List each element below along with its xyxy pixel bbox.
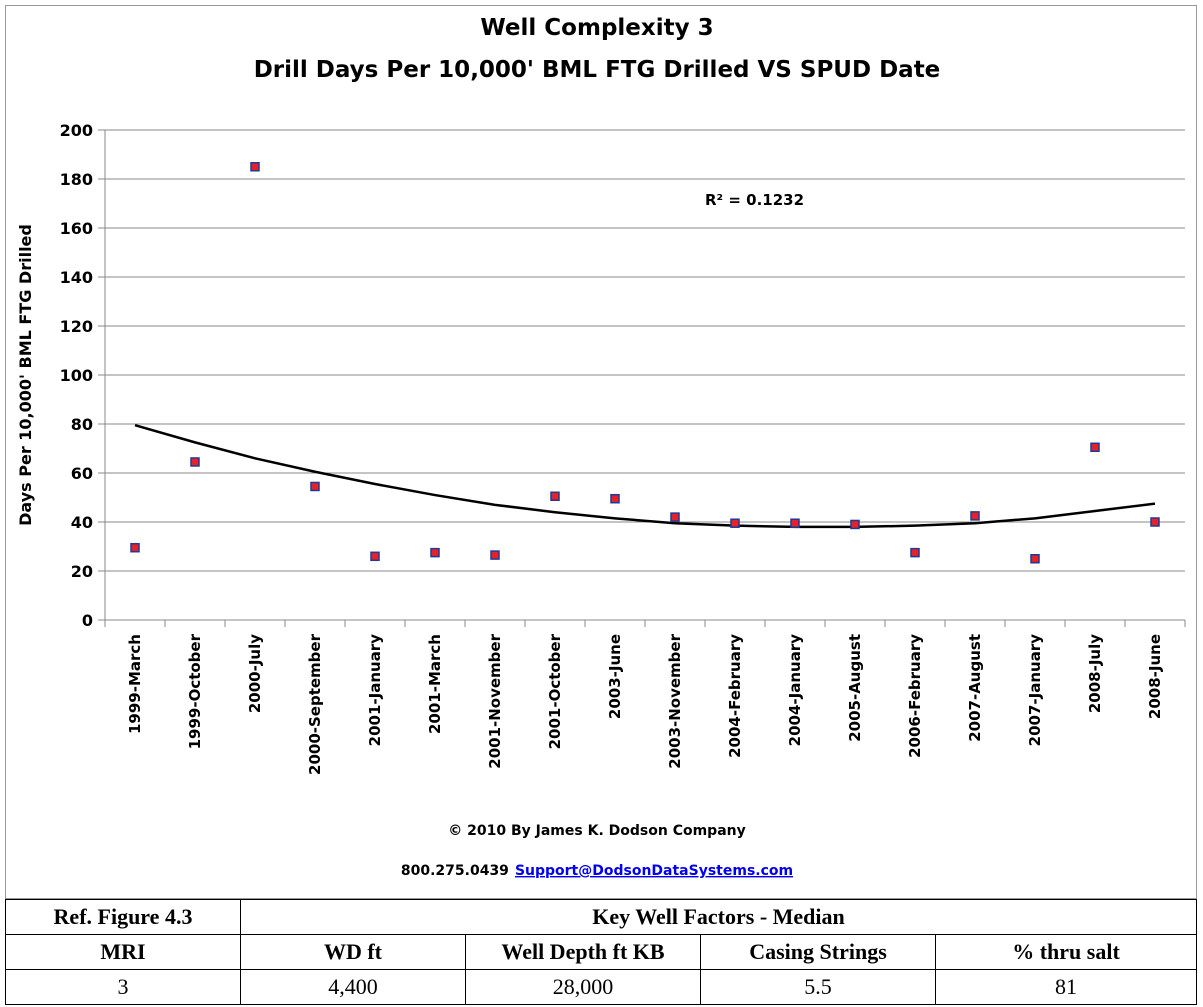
marker [1150,517,1160,527]
y-tick-label: 140 [60,268,93,287]
marker [610,493,620,504]
y-tick-label: 200 [60,121,93,140]
trendline [134,424,1156,529]
y-tick-label: 120 [60,317,93,336]
x-tick-label: 1999-October [186,633,204,749]
marker [550,491,560,502]
header-cell: % thru salt [935,934,1197,970]
y-tick-label: 80 [71,415,93,434]
footer-copyright: © 2010 By James K. Dodson Company [448,823,745,839]
marker [490,550,500,560]
x-tick-label: 2005-August [846,634,864,742]
chart-title: Well Complexity 3 [480,15,713,41]
marker [1030,554,1040,564]
cell: 4,400 [240,969,466,1005]
marker [670,512,680,522]
footer-contact: 800.275.0439 Support@DodsonDataSystems.co… [401,863,793,879]
y-tick-label: 0 [82,611,93,630]
marker [850,519,860,530]
y-tick-label: 60 [71,464,93,483]
header-cell: Well Depth ft KB [465,934,701,970]
email-link[interactable]: Support@DodsonDataSystems.com [515,863,793,879]
chart: Well Complexity 3 Drill Days Per 10,000'… [5,5,1197,899]
cell: 28,000 [465,969,701,1005]
marker [1090,442,1100,453]
x-tick-label: 1999-March [126,634,144,734]
marker [130,542,140,553]
x-tick-label: 2001-November [486,633,504,768]
marker [790,518,800,528]
y-axis-label: Days Per 10,000' BML FTG Drilled [16,224,35,526]
header-cell: Casing Strings [700,934,936,970]
y-tick-label: 20 [71,562,93,581]
cell: 5.5 [700,969,936,1005]
marker [310,481,320,492]
marker [730,518,740,528]
x-tick-label: 2001-January [366,634,384,747]
y-tick-label: 100 [60,366,93,385]
annotation: R² = 0.1232 [705,191,804,209]
header-row: MRI WD ft Well Depth ft KB Casing String… [5,934,1197,970]
header-cell: MRI [5,934,241,970]
y-tick-label: 40 [71,513,93,532]
marker [190,457,200,467]
table-title: Key Well Factors - Median [240,899,1197,935]
chart-subtitle: Drill Days Per 10,000' BML FTG Drilled V… [254,57,941,83]
x-tick-label: 2001-March [426,634,444,734]
y-tick-label: 160 [60,219,93,238]
marker [970,511,980,521]
x-tick-label: 2001-October [546,633,564,749]
ref-cell: Ref. Figure 4.3 [5,899,241,935]
x-tick-label: 2003-November [666,633,684,768]
x-tick-label: 2008-June [1146,634,1164,719]
table-title-row: Ref. Figure 4.3 Key Well Factors - Media… [5,899,1197,935]
x-tick-label: 2004-February [726,634,744,758]
x-tick-label: 2000-July [246,634,264,713]
x-tick-label: 2007-January [1026,634,1044,747]
phone: 800.275.0439 [401,863,509,879]
marker [370,551,380,562]
marker [250,162,260,172]
y-tick-label: 180 [60,170,93,189]
cell: 3 [5,969,241,1005]
factors-table: Ref. Figure 4.3 Key Well Factors - Media… [5,899,1197,1005]
cell: 81 [935,969,1197,1005]
x-tick-label: 2000-September [306,633,324,775]
x-tick-label: 2006-February [906,634,924,758]
header-cell: WD ft [240,934,466,970]
x-tick-label: 2008-July [1086,634,1104,713]
x-tick-label: 2003-June [606,634,624,719]
marker [910,547,920,558]
x-tick-label: 2004-January [786,634,804,747]
data-row: 3 4,400 28,000 5.5 81 [5,969,1197,1005]
x-tick-label: 2007-August [966,634,984,742]
chart-border [5,5,1197,899]
marker [430,547,440,558]
